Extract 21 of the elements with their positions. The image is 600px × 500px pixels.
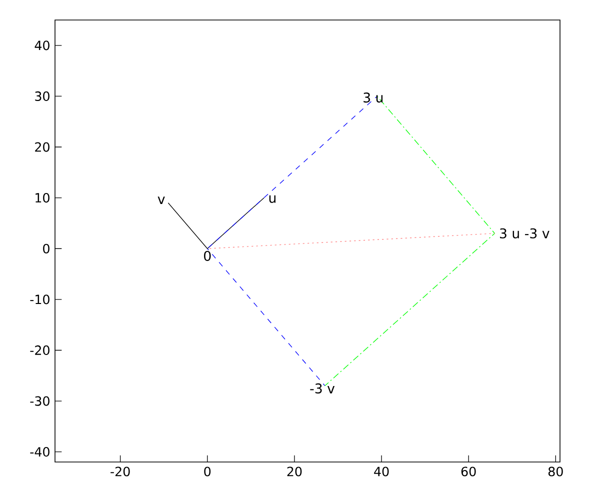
x-tick-label: 60 (461, 466, 476, 476)
y-tick-label: -40 (30, 447, 50, 457)
annotation: u (269, 195, 276, 203)
x-tick-label: 0 (204, 466, 211, 476)
x-tick-label: 40 (374, 466, 389, 476)
annotation: -3 v (310, 383, 335, 394)
x-tick-label: -20 (110, 466, 130, 476)
y-tick-label: -20 (30, 345, 50, 356)
y-tick-label: 10 (36, 193, 50, 203)
y-tick-label: 0 (43, 244, 50, 254)
annotation: 0 (204, 250, 211, 261)
x-tick-label: 20 (287, 466, 302, 476)
y-tick-label: -30 (30, 396, 50, 406)
y-tick-label: 30 (35, 91, 50, 102)
annotation: v (158, 196, 165, 204)
annotation: 3 u (364, 92, 383, 103)
annotation: 3 u -3 v (500, 228, 550, 238)
x-tick-label: 80 (548, 466, 563, 476)
y-tick-label: 40 (34, 40, 50, 50)
y-tick-label: -10 (30, 294, 50, 304)
y-tick-label: 20 (35, 142, 50, 152)
